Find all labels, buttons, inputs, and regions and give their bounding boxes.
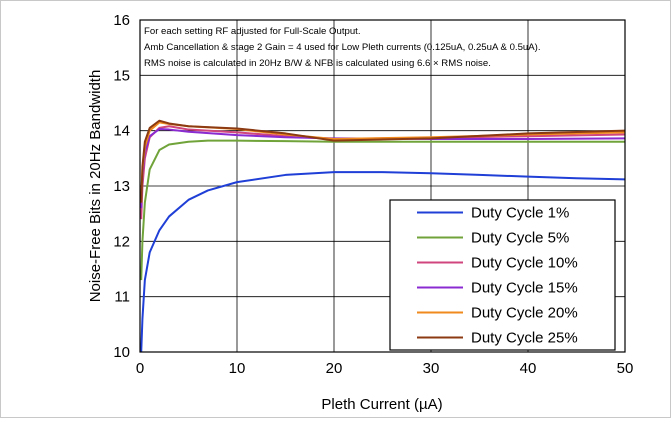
x-tick-label: 50 (617, 360, 634, 377)
tick-labels: 0 10 20 30 40 50 10 11 12 13 14 15 16 (113, 12, 633, 377)
annotation-text: For each setting RF adjusted for Full-Sc… (144, 26, 361, 37)
legend-entry: Duty Cycle 25% (471, 330, 578, 347)
legend-entry: Duty Cycle 5% (471, 230, 569, 247)
y-tick-label: 16 (113, 12, 130, 29)
y-tick-label: 12 (113, 233, 130, 250)
legend-box (389, 199, 616, 351)
legend-entry: Duty Cycle 15% (471, 280, 578, 297)
y-tick-label: 14 (113, 123, 130, 140)
legend-entry: Duty Cycle 20% (471, 305, 578, 322)
series-line-1 (140, 171, 626, 353)
x-tick-label: 30 (423, 360, 440, 377)
series-line-6 (140, 119, 626, 203)
y-axis-label: Noise-Free Bits in 20Hz Bandwidth (87, 70, 104, 303)
series-lines (140, 119, 626, 353)
legend-entry: Duty Cycle 10% (471, 255, 578, 272)
x-tick-label: 40 (520, 360, 537, 377)
annotations: For each setting RF adjusted for Full-Sc… (144, 26, 541, 69)
y-tick-label: 15 (113, 67, 130, 84)
x-axis-label: Pleth Current (µA) (321, 396, 442, 413)
y-tick-label: 11 (114, 289, 130, 306)
legend-entry: Duty Cycle 1% (471, 205, 569, 222)
x-tick-label: 0 (136, 360, 144, 377)
x-tick-label: 20 (326, 360, 343, 377)
plot-area-frame (139, 19, 626, 353)
series-line-2 (140, 139, 625, 281)
legend: Duty Cycle 1% Duty Cycle 5% Duty Cycle 10%… (389, 199, 616, 351)
x-tick-label: 10 (229, 360, 246, 377)
annotation-text: Amb Cancellation & stage 2 Gain = 4 used… (144, 42, 541, 53)
annotation-text: RMS noise is calculated in 20Hz B/W & NF… (144, 58, 491, 69)
y-tick-label: 13 (113, 178, 130, 195)
y-tick-label: 10 (113, 344, 130, 361)
